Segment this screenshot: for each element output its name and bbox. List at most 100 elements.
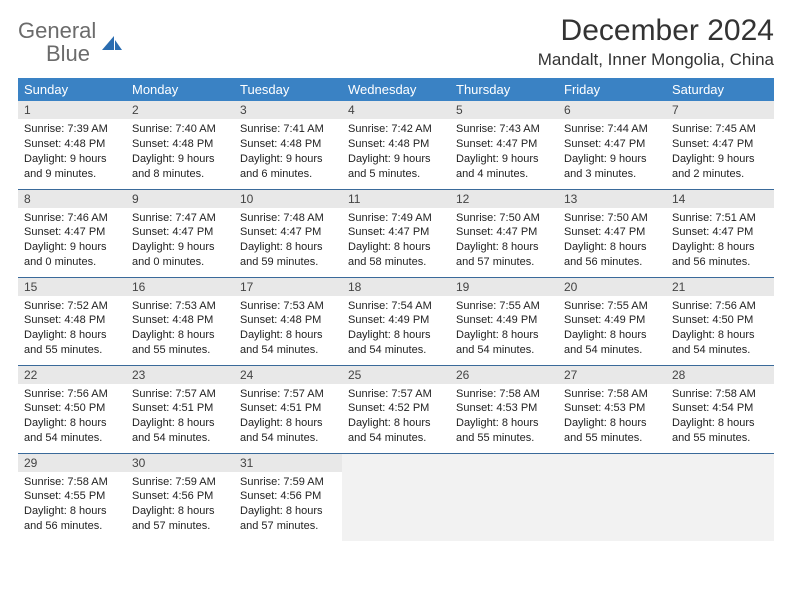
calendar-cell: 1Sunrise: 7:39 AMSunset: 4:48 PMDaylight… — [18, 101, 126, 189]
logo-sail-icon — [100, 34, 124, 52]
location: Mandalt, Inner Mongolia, China — [538, 50, 774, 70]
day-body: Sunrise: 7:48 AMSunset: 4:47 PMDaylight:… — [234, 208, 342, 276]
day-number: 22 — [18, 366, 126, 384]
day-body: Sunrise: 7:50 AMSunset: 4:47 PMDaylight:… — [450, 208, 558, 276]
day-number: 13 — [558, 190, 666, 208]
day-body: Sunrise: 7:57 AMSunset: 4:51 PMDaylight:… — [126, 384, 234, 452]
day-body: Sunrise: 7:58 AMSunset: 4:53 PMDaylight:… — [558, 384, 666, 452]
day-body: Sunrise: 7:47 AMSunset: 4:47 PMDaylight:… — [126, 208, 234, 276]
calendar-cell: 6Sunrise: 7:44 AMSunset: 4:47 PMDaylight… — [558, 101, 666, 189]
weekday-header: Monday — [126, 78, 234, 101]
calendar-cell: 7Sunrise: 7:45 AMSunset: 4:47 PMDaylight… — [666, 101, 774, 189]
day-number: 7 — [666, 101, 774, 119]
day-body: Sunrise: 7:39 AMSunset: 4:48 PMDaylight:… — [18, 119, 126, 187]
day-body: Sunrise: 7:50 AMSunset: 4:47 PMDaylight:… — [558, 208, 666, 276]
day-number: 8 — [18, 190, 126, 208]
day-number: 11 — [342, 190, 450, 208]
day-number: 27 — [558, 366, 666, 384]
day-body: Sunrise: 7:53 AMSunset: 4:48 PMDaylight:… — [126, 296, 234, 364]
logo-word-general: General — [18, 18, 96, 43]
day-body: Sunrise: 7:53 AMSunset: 4:48 PMDaylight:… — [234, 296, 342, 364]
day-number: 29 — [18, 454, 126, 472]
calendar-head: SundayMondayTuesdayWednesdayThursdayFrid… — [18, 78, 774, 101]
day-number: 30 — [126, 454, 234, 472]
day-body: Sunrise: 7:46 AMSunset: 4:47 PMDaylight:… — [18, 208, 126, 276]
logo-text: General Blue — [18, 20, 96, 66]
header: General Blue December 2024 Mandalt, Inne… — [18, 14, 774, 70]
calendar-cell: 12Sunrise: 7:50 AMSunset: 4:47 PMDayligh… — [450, 189, 558, 277]
day-number: 26 — [450, 366, 558, 384]
day-body: Sunrise: 7:58 AMSunset: 4:55 PMDaylight:… — [18, 472, 126, 540]
day-number: 16 — [126, 278, 234, 296]
day-body: Sunrise: 7:56 AMSunset: 4:50 PMDaylight:… — [18, 384, 126, 452]
weekday-header: Thursday — [450, 78, 558, 101]
day-number: 18 — [342, 278, 450, 296]
day-body: Sunrise: 7:58 AMSunset: 4:54 PMDaylight:… — [666, 384, 774, 452]
title-block: December 2024 Mandalt, Inner Mongolia, C… — [538, 14, 774, 70]
calendar-cell: 31Sunrise: 7:59 AMSunset: 4:56 PMDayligh… — [234, 453, 342, 541]
calendar-cell: 21Sunrise: 7:56 AMSunset: 4:50 PMDayligh… — [666, 277, 774, 365]
calendar-cell: 5Sunrise: 7:43 AMSunset: 4:47 PMDaylight… — [450, 101, 558, 189]
day-number: 19 — [450, 278, 558, 296]
day-number: 28 — [666, 366, 774, 384]
day-body: Sunrise: 7:59 AMSunset: 4:56 PMDaylight:… — [234, 472, 342, 540]
day-body: Sunrise: 7:42 AMSunset: 4:48 PMDaylight:… — [342, 119, 450, 187]
calendar-cell: 22Sunrise: 7:56 AMSunset: 4:50 PMDayligh… — [18, 365, 126, 453]
day-body: Sunrise: 7:56 AMSunset: 4:50 PMDaylight:… — [666, 296, 774, 364]
calendar-cell: 15Sunrise: 7:52 AMSunset: 4:48 PMDayligh… — [18, 277, 126, 365]
day-number: 24 — [234, 366, 342, 384]
calendar-cell: 23Sunrise: 7:57 AMSunset: 4:51 PMDayligh… — [126, 365, 234, 453]
day-body: Sunrise: 7:58 AMSunset: 4:53 PMDaylight:… — [450, 384, 558, 452]
day-number: 25 — [342, 366, 450, 384]
weekday-header: Wednesday — [342, 78, 450, 101]
day-body: Sunrise: 7:55 AMSunset: 4:49 PMDaylight:… — [450, 296, 558, 364]
day-number: 9 — [126, 190, 234, 208]
calendar-cell: 27Sunrise: 7:58 AMSunset: 4:53 PMDayligh… — [558, 365, 666, 453]
weekday-header: Saturday — [666, 78, 774, 101]
day-number: 12 — [450, 190, 558, 208]
day-body: Sunrise: 7:43 AMSunset: 4:47 PMDaylight:… — [450, 119, 558, 187]
calendar-cell: 16Sunrise: 7:53 AMSunset: 4:48 PMDayligh… — [126, 277, 234, 365]
day-body: Sunrise: 7:49 AMSunset: 4:47 PMDaylight:… — [342, 208, 450, 276]
calendar-cell: 8Sunrise: 7:46 AMSunset: 4:47 PMDaylight… — [18, 189, 126, 277]
day-body: Sunrise: 7:52 AMSunset: 4:48 PMDaylight:… — [18, 296, 126, 364]
day-body: Sunrise: 7:44 AMSunset: 4:47 PMDaylight:… — [558, 119, 666, 187]
calendar-cell: 19Sunrise: 7:55 AMSunset: 4:49 PMDayligh… — [450, 277, 558, 365]
day-number: 31 — [234, 454, 342, 472]
day-body: Sunrise: 7:54 AMSunset: 4:49 PMDaylight:… — [342, 296, 450, 364]
day-body: Sunrise: 7:41 AMSunset: 4:48 PMDaylight:… — [234, 119, 342, 187]
day-number: 1 — [18, 101, 126, 119]
calendar-cell: 24Sunrise: 7:57 AMSunset: 4:51 PMDayligh… — [234, 365, 342, 453]
day-number: 2 — [126, 101, 234, 119]
calendar-cell: 14Sunrise: 7:51 AMSunset: 4:47 PMDayligh… — [666, 189, 774, 277]
page-title: December 2024 — [538, 14, 774, 48]
day-body: Sunrise: 7:57 AMSunset: 4:52 PMDaylight:… — [342, 384, 450, 452]
day-number: 10 — [234, 190, 342, 208]
day-body: Sunrise: 7:45 AMSunset: 4:47 PMDaylight:… — [666, 119, 774, 187]
day-body: Sunrise: 7:57 AMSunset: 4:51 PMDaylight:… — [234, 384, 342, 452]
logo: General Blue — [18, 14, 124, 66]
day-number: 21 — [666, 278, 774, 296]
calendar-cell — [558, 453, 666, 541]
weekday-header: Sunday — [18, 78, 126, 101]
calendar-body: 1Sunrise: 7:39 AMSunset: 4:48 PMDaylight… — [18, 101, 774, 541]
calendar-cell: 29Sunrise: 7:58 AMSunset: 4:55 PMDayligh… — [18, 453, 126, 541]
day-number: 15 — [18, 278, 126, 296]
calendar-table: SundayMondayTuesdayWednesdayThursdayFrid… — [18, 78, 774, 541]
calendar-cell: 9Sunrise: 7:47 AMSunset: 4:47 PMDaylight… — [126, 189, 234, 277]
calendar-cell: 10Sunrise: 7:48 AMSunset: 4:47 PMDayligh… — [234, 189, 342, 277]
weekday-header: Tuesday — [234, 78, 342, 101]
day-number: 3 — [234, 101, 342, 119]
calendar-cell — [450, 453, 558, 541]
day-body: Sunrise: 7:51 AMSunset: 4:47 PMDaylight:… — [666, 208, 774, 276]
calendar-cell — [666, 453, 774, 541]
calendar-cell: 26Sunrise: 7:58 AMSunset: 4:53 PMDayligh… — [450, 365, 558, 453]
weekday-header: Friday — [558, 78, 666, 101]
calendar-cell: 20Sunrise: 7:55 AMSunset: 4:49 PMDayligh… — [558, 277, 666, 365]
calendar-cell: 13Sunrise: 7:50 AMSunset: 4:47 PMDayligh… — [558, 189, 666, 277]
day-body: Sunrise: 7:40 AMSunset: 4:48 PMDaylight:… — [126, 119, 234, 187]
calendar-cell: 25Sunrise: 7:57 AMSunset: 4:52 PMDayligh… — [342, 365, 450, 453]
calendar-cell: 17Sunrise: 7:53 AMSunset: 4:48 PMDayligh… — [234, 277, 342, 365]
calendar-cell: 11Sunrise: 7:49 AMSunset: 4:47 PMDayligh… — [342, 189, 450, 277]
day-number: 6 — [558, 101, 666, 119]
